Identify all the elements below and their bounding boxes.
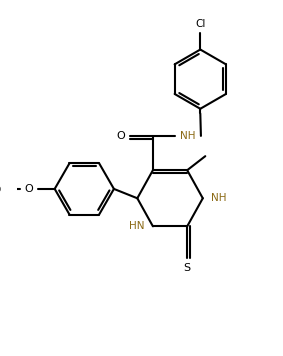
Text: Cl: Cl [195, 19, 205, 29]
Text: O: O [0, 185, 1, 195]
Text: O: O [25, 184, 33, 194]
Text: S: S [184, 263, 191, 273]
Text: NH: NH [211, 193, 227, 203]
Text: HN: HN [129, 221, 144, 231]
Text: O: O [117, 131, 125, 141]
Text: NH: NH [180, 131, 196, 141]
